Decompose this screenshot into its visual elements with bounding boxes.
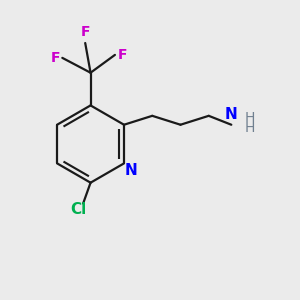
Text: Cl: Cl (70, 202, 87, 217)
Text: H: H (245, 111, 255, 125)
Text: N: N (125, 163, 138, 178)
Text: F: F (117, 48, 127, 62)
Text: N: N (225, 107, 238, 122)
Text: F: F (50, 51, 60, 65)
Text: H: H (245, 121, 255, 135)
Text: F: F (80, 25, 90, 38)
